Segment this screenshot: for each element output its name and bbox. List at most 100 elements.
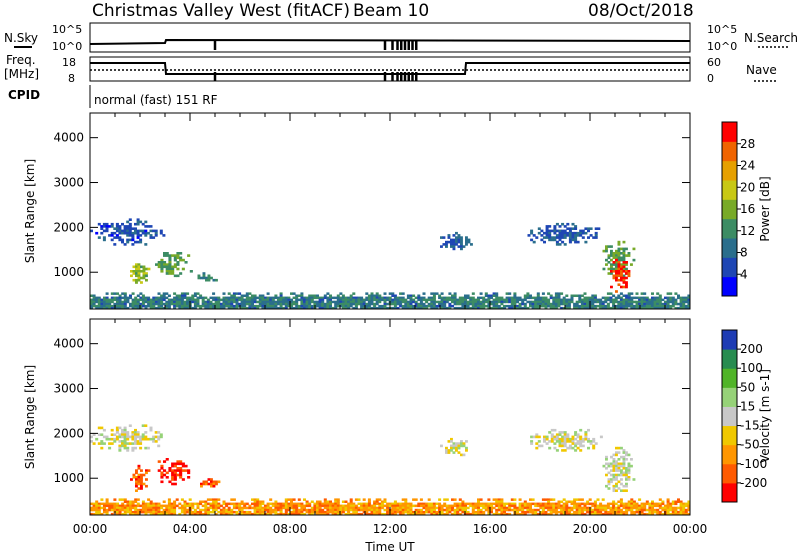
data-cell <box>458 302 462 306</box>
data-cell <box>258 504 262 508</box>
data-cell <box>134 306 138 310</box>
freq-label-line2: [MHz] <box>4 67 39 81</box>
noise-tick-right-top: 10^5 <box>707 23 737 36</box>
power-ylabel: Slant Range [km] <box>23 159 37 263</box>
data-cell <box>160 471 164 475</box>
data-cell <box>495 502 499 506</box>
data-cell <box>466 296 470 300</box>
data-cell <box>581 236 585 239</box>
data-cell <box>427 506 431 510</box>
data-cell <box>287 300 291 304</box>
data-cell <box>539 512 543 516</box>
data-cell <box>451 294 454 297</box>
data-cell <box>462 442 466 445</box>
data-cell <box>341 304 345 308</box>
data-cell <box>230 508 234 512</box>
data-cell <box>573 294 577 297</box>
data-cell <box>658 294 662 297</box>
data-cell <box>615 446 618 450</box>
data-cell <box>612 294 616 297</box>
data-cell <box>482 502 486 506</box>
data-cell <box>567 298 571 302</box>
data-cell <box>134 508 138 512</box>
data-cell <box>671 300 675 304</box>
data-cell <box>167 506 171 510</box>
data-cell <box>643 512 647 516</box>
data-cell <box>451 508 454 512</box>
data-cell <box>625 276 628 280</box>
data-cell <box>625 506 629 510</box>
data-cell <box>561 229 565 233</box>
data-cell <box>661 304 665 308</box>
data-cell <box>145 272 148 275</box>
data-cell <box>131 510 135 514</box>
data-cell <box>452 444 456 448</box>
data-cell <box>199 296 203 300</box>
data-cell <box>669 504 673 508</box>
data-cell <box>206 306 210 310</box>
data-cell <box>399 510 403 514</box>
data-cell <box>607 267 611 271</box>
data-cell <box>103 502 106 506</box>
data-cell <box>232 298 236 302</box>
data-cell <box>130 274 133 278</box>
data-cell <box>110 428 114 432</box>
data-cell <box>513 508 517 512</box>
data-cell <box>529 506 532 510</box>
data-cell <box>393 510 397 514</box>
data-cell <box>136 442 140 445</box>
data-cell <box>536 504 540 508</box>
data-cell <box>529 508 532 512</box>
data-cell <box>258 296 262 300</box>
data-cell <box>115 225 119 228</box>
data-cell <box>191 296 195 300</box>
data-cell <box>592 440 596 443</box>
data-cell <box>360 304 364 308</box>
data-cell <box>619 512 623 516</box>
data-cell <box>568 238 572 242</box>
velocity-x-ticks: 00:00 04:00 08:00 12:00 16:00 20:00 00:00 <box>73 319 707 536</box>
data-cell <box>530 435 534 439</box>
data-cell <box>100 506 104 510</box>
data-cell <box>615 265 618 269</box>
data-cell <box>336 302 340 306</box>
data-cell <box>419 510 423 514</box>
data-cell <box>640 298 644 302</box>
data-cell <box>643 292 647 295</box>
data-cell <box>274 508 278 512</box>
data-cell <box>578 512 582 516</box>
data-cell <box>230 498 234 501</box>
data-cell <box>113 227 117 230</box>
data-cell <box>137 480 141 484</box>
data-cell <box>615 467 618 470</box>
data-cell <box>554 306 558 310</box>
data-cell <box>173 258 177 262</box>
data-cell <box>300 512 304 516</box>
data-cell <box>121 306 125 310</box>
data-cell <box>464 298 467 302</box>
data-cell <box>165 510 169 514</box>
data-cell <box>658 510 662 514</box>
time-tick-label: 12:00 <box>373 522 408 536</box>
data-cell <box>373 504 377 508</box>
data-cell <box>609 506 613 510</box>
data-cell <box>103 300 106 304</box>
data-cell <box>121 433 124 436</box>
data-cell <box>105 225 109 228</box>
data-cell <box>137 265 141 269</box>
data-cell <box>269 306 273 310</box>
data-cell <box>248 506 252 510</box>
data-cell <box>313 294 317 297</box>
data-cell <box>168 265 172 269</box>
data-cell <box>401 498 405 501</box>
data-cell <box>370 508 374 512</box>
data-cell <box>541 292 545 295</box>
data-cell <box>617 302 621 306</box>
data-cell <box>513 506 517 510</box>
data-cell <box>329 508 332 512</box>
data-cell <box>484 504 488 508</box>
data-cell <box>619 504 623 508</box>
data-cell <box>561 431 565 434</box>
data-cell <box>627 500 631 503</box>
